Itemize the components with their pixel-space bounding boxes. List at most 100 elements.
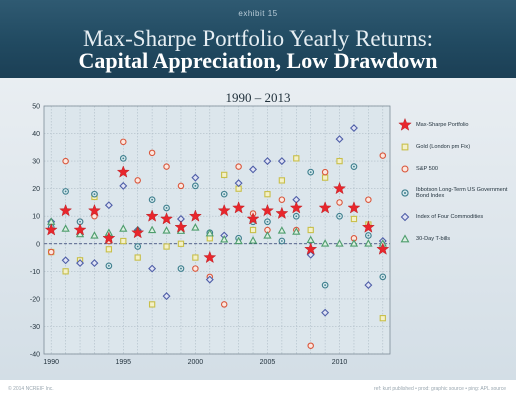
x-tick-label: 2005 (260, 359, 276, 366)
data-point-star (289, 201, 303, 214)
data-point-circle-dot (220, 190, 228, 198)
data-point-diamond (205, 275, 214, 284)
data-point-circle (336, 199, 343, 206)
data-point-square (278, 177, 286, 184)
data-point-triangle (292, 227, 301, 235)
data-point-diamond (191, 173, 200, 182)
data-point-star (160, 212, 173, 225)
x-tick-label: 1990 (43, 359, 59, 366)
data-point-circle-dot (379, 273, 387, 281)
data-point-triangle (335, 239, 344, 247)
y-tick-label: -30 (30, 324, 40, 331)
data-point-circle (177, 182, 185, 190)
data-point-star (232, 201, 246, 214)
data-point-circle-dot (105, 262, 113, 270)
legend-item: 30-Day T-bills (398, 228, 510, 250)
legend-symbol (401, 189, 409, 197)
grid-lines (44, 105, 390, 355)
data-point-circle (148, 149, 156, 157)
data-point-star (217, 203, 231, 217)
data-point-star (246, 212, 260, 225)
data-point-diamond (306, 250, 315, 259)
page-title-line1: Max-Sharpe Portfolio Yearly Returns: (82, 26, 434, 51)
data-point-square (134, 254, 141, 261)
data-point-triangle (306, 235, 315, 244)
exhibit-label: exhibit 15 (238, 9, 278, 18)
page-title-line2: Capital Appreciation, Low Drawdown (78, 48, 438, 73)
footer: © 2014 NCREIF Inc. ref: kurt published •… (0, 380, 516, 400)
data-point-square (336, 157, 343, 165)
legend-item: Ibbotson Long-Term US Government Bond In… (398, 180, 510, 206)
header-banner (0, 0, 516, 78)
data-point-square (379, 315, 386, 322)
y-tick-label: 20 (32, 186, 40, 193)
data-point-square (177, 240, 185, 247)
data-marks (44, 124, 390, 349)
y-tick-label: 0 (36, 241, 40, 248)
data-point-circle-dot (365, 232, 372, 239)
data-point-diamond (364, 281, 373, 290)
data-point-triangle (162, 226, 171, 234)
data-point-star (131, 225, 145, 239)
data-point-star (59, 203, 73, 217)
data-point-circle (134, 177, 141, 184)
data-point-circle-dot (192, 182, 199, 190)
data-point-star (145, 209, 159, 222)
data-point-diamond (76, 259, 85, 268)
data-point-square (120, 237, 127, 245)
legend-label: Max-Sharpe Portfolio (416, 121, 469, 128)
data-point-square (105, 246, 113, 253)
data-point-circle-dot (292, 212, 300, 220)
data-point-square (206, 235, 213, 242)
legend-label: Gold (London pm Fix) (416, 143, 471, 150)
data-point-circle-dot (119, 155, 127, 162)
data-point-star (318, 201, 332, 214)
data-point-circle (321, 168, 329, 176)
data-point-diamond (162, 292, 171, 301)
data-point-triangle (320, 239, 330, 247)
data-point-triangle (119, 224, 128, 232)
y-tick-label: 10 (32, 214, 40, 221)
legend-marker-circle-dot (401, 189, 409, 197)
data-point-circle (278, 196, 286, 203)
data-point-star (102, 231, 116, 244)
data-point-circle (120, 138, 127, 146)
data-point-square (350, 215, 358, 223)
data-point-triangle (191, 223, 200, 231)
data-point-circle-dot (163, 204, 170, 212)
data-point-triangle (61, 224, 70, 232)
plot-area (44, 106, 390, 354)
x-tick-label: 2010 (332, 359, 348, 366)
data-point-circle-dot (307, 168, 315, 176)
data-point-star (347, 201, 361, 214)
data-point-square (307, 226, 314, 234)
data-point-square (249, 226, 257, 234)
data-point-triangle (349, 239, 359, 247)
legend-symbol (401, 143, 409, 151)
data-point-square (148, 301, 156, 308)
data-point-circle (220, 301, 228, 308)
x-tick-label: 1995 (116, 359, 132, 366)
data-point-triangle (205, 228, 214, 237)
data-point-diamond (104, 201, 113, 210)
data-point-triangle (248, 236, 258, 244)
legend-marker-circle (401, 165, 409, 173)
legend-symbol (401, 165, 409, 173)
data-point-diamond (148, 264, 157, 273)
data-point-diamond (119, 181, 128, 190)
data-point-circle-dot (264, 218, 271, 226)
data-point-star (116, 165, 130, 178)
plot-frame (43, 105, 391, 355)
y-tick-label: 50 (32, 104, 40, 111)
data-point-diamond (263, 157, 272, 166)
legend-item: Index of Four Commodities (398, 206, 510, 228)
data-point-star (333, 181, 346, 195)
legend-label: S&P 500 (416, 165, 438, 172)
y-tick-label: 40 (32, 131, 40, 138)
data-point-diamond (321, 308, 330, 317)
legend-item: Max-Sharpe Portfolio (398, 114, 510, 136)
data-point-star (88, 203, 101, 217)
legend-marker-star (398, 118, 412, 131)
data-point-square (321, 174, 329, 181)
